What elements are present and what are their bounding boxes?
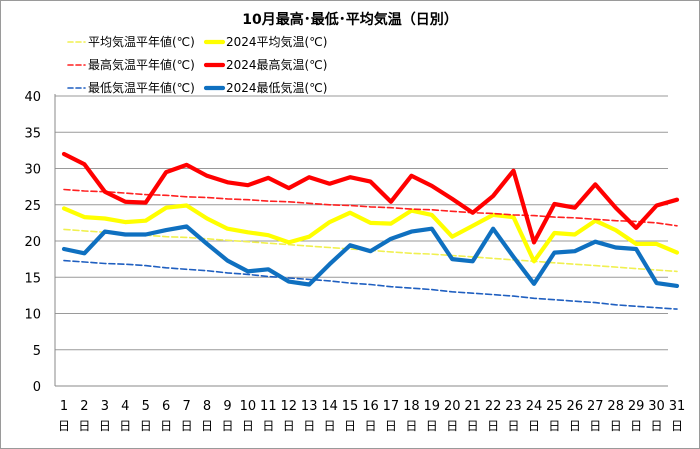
x-tick-label: 14	[321, 399, 338, 414]
series-line-1	[61, 203, 680, 264]
y-tick-label: 35	[24, 126, 41, 141]
x-tick-unit: 日	[364, 419, 376, 433]
x-tick-unit: 日	[262, 419, 274, 433]
series-line-4	[63, 259, 678, 310]
x-tick-unit: 日	[671, 419, 683, 433]
x-tick-unit: 日	[651, 419, 663, 433]
x-tick-label: 6	[162, 399, 170, 414]
x-tick-unit: 日	[140, 419, 152, 433]
x-tick-unit: 日	[201, 419, 213, 433]
y-tick-label: 15	[24, 271, 41, 286]
x-tick-unit: 日	[58, 419, 70, 433]
axes: 05101520253035401日2日3日4日5日6日7日8日9日10日11日…	[24, 90, 685, 433]
legend-label-2: 最高気温平年値(℃)	[88, 57, 195, 72]
x-tick-label: 20	[444, 399, 461, 414]
gridlines	[55, 95, 668, 351]
x-tick-label: 2	[80, 399, 88, 414]
x-tick-label: 27	[587, 399, 604, 414]
legend-label-5: 2024最低気温(℃)	[226, 80, 327, 95]
x-tick-label: 25	[546, 399, 563, 414]
x-tick-label: 17	[383, 399, 400, 414]
x-tick-label: 1	[60, 399, 68, 414]
x-tick-unit: 日	[181, 419, 193, 433]
y-tick-label: 5	[33, 344, 41, 359]
x-tick-unit: 日	[324, 419, 336, 433]
x-tick-unit: 日	[405, 419, 417, 433]
x-tick-label: 29	[628, 399, 645, 414]
x-tick-label: 15	[342, 399, 359, 414]
x-tick-label: 11	[260, 399, 277, 414]
x-tick-label: 9	[223, 399, 231, 414]
x-tick-unit: 日	[630, 419, 642, 433]
series-lines	[61, 151, 680, 310]
x-tick-label: 18	[403, 399, 420, 414]
x-tick-label: 23	[505, 399, 522, 414]
x-tick-unit: 日	[78, 419, 90, 433]
y-tick-label: 25	[24, 199, 41, 214]
x-tick-unit: 日	[426, 419, 438, 433]
x-tick-unit: 日	[548, 419, 560, 433]
x-tick-unit: 日	[283, 419, 295, 433]
y-tick-label: 30	[24, 163, 41, 178]
x-tick-label: 12	[280, 399, 297, 414]
y-tick-label: 20	[24, 235, 41, 250]
x-tick-unit: 日	[160, 419, 172, 433]
legend-label-0: 平均気温平年値(℃)	[88, 34, 195, 49]
x-tick-unit: 日	[589, 419, 601, 433]
series-line-5	[61, 224, 680, 288]
x-tick-unit: 日	[303, 419, 315, 433]
x-tick-unit: 日	[487, 419, 499, 433]
y-tick-label: 0	[33, 380, 41, 395]
x-tick-label: 4	[121, 399, 129, 414]
legend-label-3: 2024最高気温(℃)	[226, 57, 327, 72]
x-tick-label: 30	[648, 399, 665, 414]
series-line-2	[63, 188, 678, 227]
x-tick-label: 21	[464, 399, 481, 414]
x-tick-label: 8	[203, 399, 211, 414]
x-tick-label: 22	[485, 399, 502, 414]
x-tick-label: 16	[362, 399, 379, 414]
x-tick-label: 31	[669, 399, 686, 414]
x-tick-unit: 日	[528, 419, 540, 433]
x-tick-label: 5	[142, 399, 150, 414]
chart-title: 10月最高･最低･平均気温（日別）	[242, 11, 457, 28]
y-tick-label: 10	[24, 308, 41, 323]
x-tick-unit: 日	[569, 419, 581, 433]
x-tick-unit: 日	[467, 419, 479, 433]
x-tick-unit: 日	[610, 419, 622, 433]
x-tick-label: 7	[182, 399, 190, 414]
x-tick-label: 10	[240, 399, 257, 414]
x-tick-unit: 日	[508, 419, 520, 433]
x-tick-unit: 日	[119, 419, 131, 433]
x-tick-unit: 日	[221, 419, 233, 433]
x-tick-unit: 日	[344, 419, 356, 433]
x-tick-label: 3	[101, 399, 109, 414]
x-tick-label: 24	[526, 399, 543, 414]
x-tick-label: 13	[301, 399, 318, 414]
x-tick-label: 26	[567, 399, 584, 414]
x-tick-unit: 日	[99, 419, 111, 433]
legend: 平均気温平年値(℃) 2024平均気温(℃) 最高気温平年値(℃) 2024最高気温(…	[67, 34, 327, 95]
series-line-3	[61, 151, 680, 245]
legend-label-4: 最低気温平年値(℃)	[88, 80, 195, 95]
x-tick-label: 28	[607, 399, 624, 414]
legend-label-1: 2024平均気温(℃)	[226, 34, 327, 49]
x-tick-unit: 日	[385, 419, 397, 433]
y-tick-label: 40	[24, 90, 41, 105]
x-tick-label: 19	[424, 399, 441, 414]
x-tick-unit: 日	[446, 419, 458, 433]
x-tick-unit: 日	[242, 419, 254, 433]
